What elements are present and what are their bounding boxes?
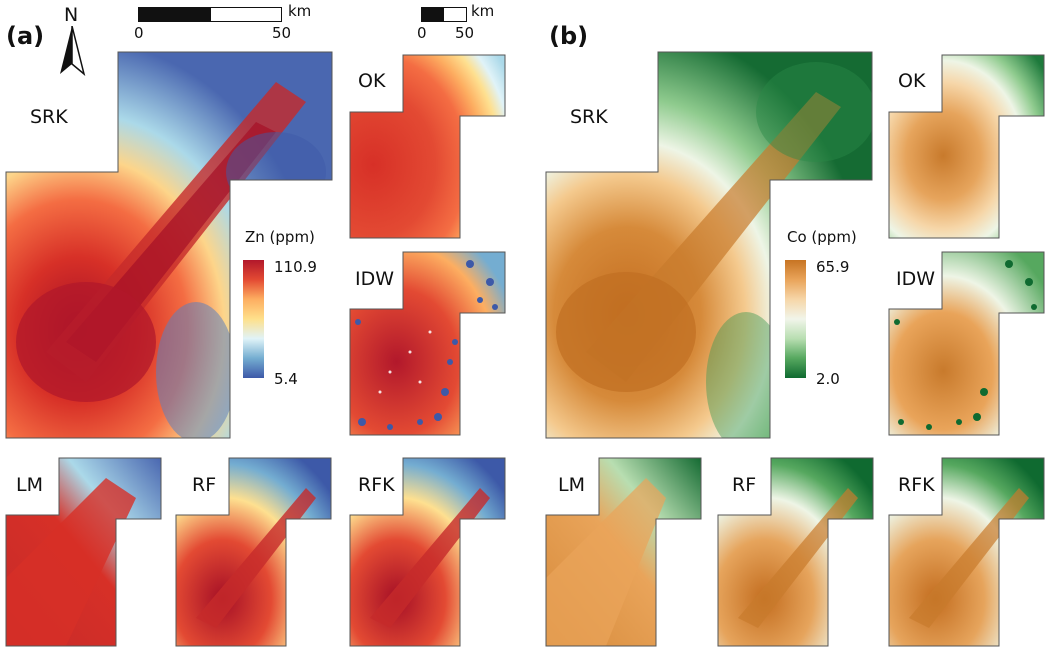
panel-a-ok-label: OK [358,70,386,92]
scale-bar-small: km 0 50 [417,2,511,46]
panel-b-rfk-map [888,457,1045,647]
panel-a-idw-map [349,251,506,436]
panel-a-legend-title: Zn (ppm) [245,228,315,246]
panel-b-srk-map [545,51,873,439]
scale-bar-small-unit: km [471,2,495,20]
panel-b-ok-label: OK [898,70,926,92]
panel-a-ok-map [349,54,506,239]
panel-b-rf-label: RF [732,474,757,496]
scale-bar-large-unit: km [288,2,312,20]
north-arrow-icon [60,26,86,76]
panel-b-ok-map [888,54,1045,239]
scale-bar-large-white [210,7,282,22]
panel-a-rfk-map [349,457,506,647]
panel-a-letter: (a) [6,22,45,50]
panel-a-rfk-label: RFK [358,474,395,496]
scale-bar-small-black [421,7,445,22]
panel-a-legend-max: 110.9 [274,258,317,276]
north-label: N [64,4,79,26]
panel-a-srk-label: SRK [30,106,68,128]
panel-b-legend-ramp [785,260,806,378]
panel-a-lm-label: LM [16,474,43,496]
panel-b-idw-label: IDW [896,268,936,290]
panel-b-letter: (b) [549,22,589,50]
scale-bar-large: km 0 50 [134,2,328,46]
panel-b-idw-map [888,251,1045,436]
scale-bar-small-start: 0 [417,24,427,42]
scale-bar-large-start: 0 [134,24,144,42]
panel-b-rf-map [717,457,874,647]
panel-a-legend-min: 5.4 [274,370,298,388]
panel-a-srk-map [5,51,333,439]
panel-b-legend-min: 2.0 [816,370,840,388]
panel-b-lm-label: LM [558,474,585,496]
panel-a-idw-label: IDW [355,268,395,290]
panel-a-rf-label: RF [192,474,217,496]
scale-bar-large-end: 50 [272,24,292,42]
panel-b-legend-title: Co (ppm) [787,228,857,246]
panel-b-legend-max: 65.9 [816,258,850,276]
panel-b-rfk-label: RFK [898,474,935,496]
scale-bar-large-black [138,7,212,22]
scale-bar-small-white [443,7,467,22]
panel-a-rf-map [175,457,332,647]
panel-a-legend-ramp [243,260,264,378]
panel-b-lm-map [545,457,702,647]
panel-b-srk-label: SRK [570,106,608,128]
scale-bar-small-end: 50 [455,24,475,42]
north-arrow: N [52,4,92,76]
panel-a-lm-map [5,457,162,647]
